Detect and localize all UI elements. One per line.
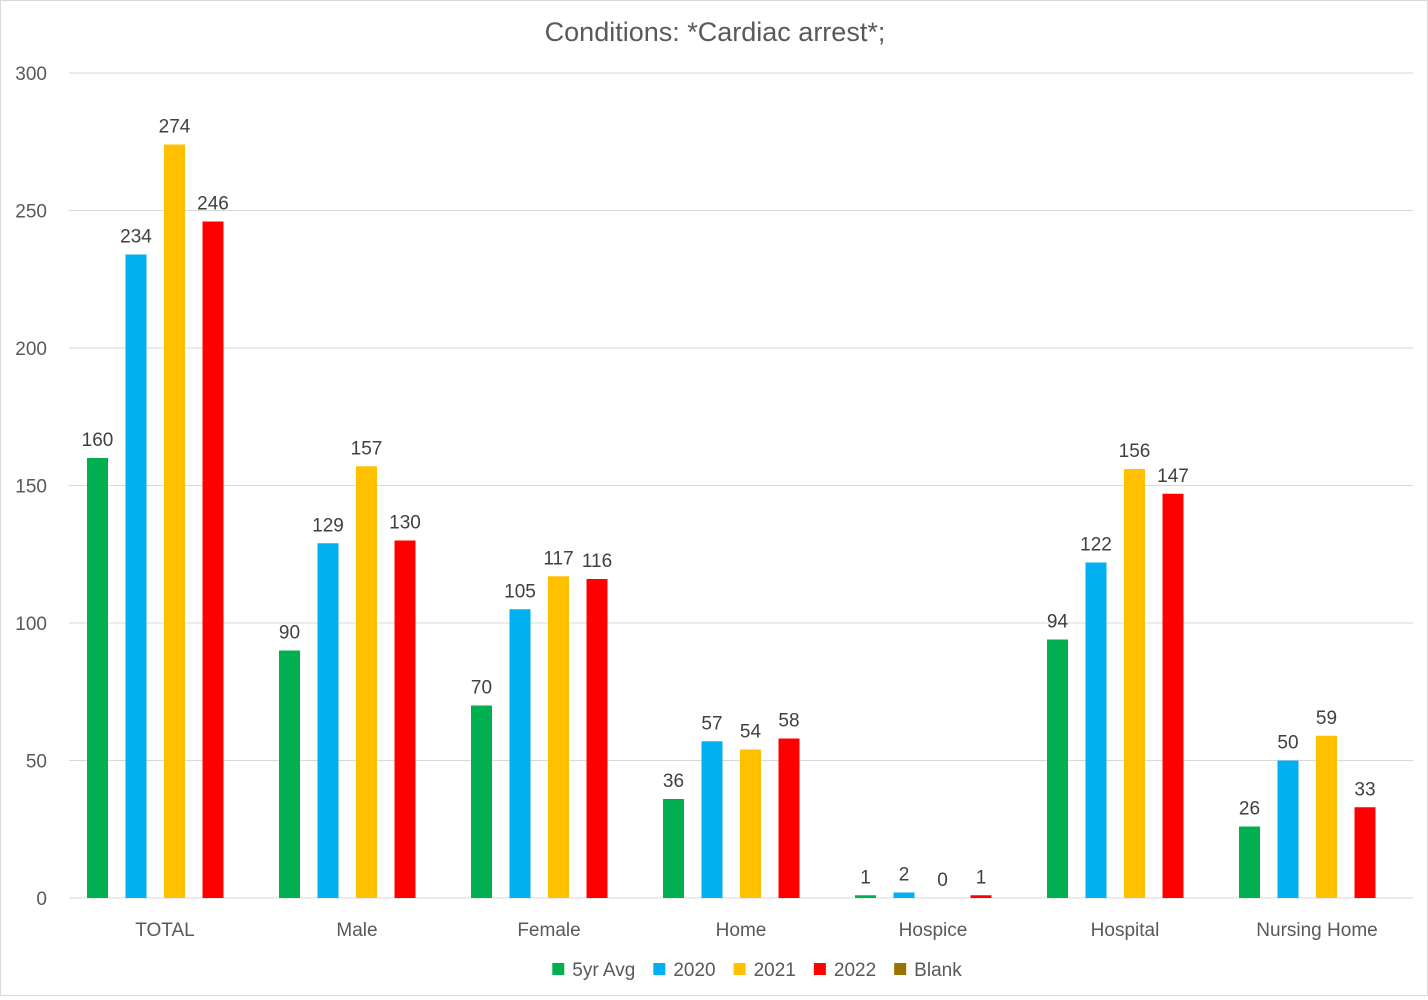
data-label-nursing-home-2021: 59 [1316,708,1337,729]
data-label-hospital-5yr-avg: 94 [1047,612,1069,633]
y-tick-label-100: 100 [15,614,47,635]
y-tick-label-150: 150 [15,477,47,498]
bar-total-5yr-avg [87,458,108,898]
data-label-nursing-home-5yr-avg: 26 [1239,799,1260,820]
category-label-male: Male [336,920,377,941]
data-label-home-2021: 54 [740,722,762,743]
data-label-hospice-2021: 0 [937,870,948,891]
bar-female-5yr-avg [471,705,492,898]
legend-swatch-2022 [813,963,826,975]
data-label-nursing-home-2020: 50 [1277,733,1298,754]
data-label-total-2021: 274 [159,117,191,138]
data-label-male-5yr-avg: 90 [279,623,300,644]
bar-hospital-5yr-avg [1047,639,1068,898]
data-label-total-2022: 246 [197,194,229,215]
category-label-home: Home [716,920,767,941]
bar-home-5yr-avg [663,799,684,898]
data-label-hospital-2021: 156 [1119,441,1151,462]
bar-female-2020 [509,609,531,898]
data-label-female-2020: 105 [504,581,536,602]
data-label-hospital-2022: 147 [1157,466,1189,487]
data-label-hospice-2022: 1 [976,867,987,888]
bar-male-2020 [317,543,339,898]
category-label-hospice: Hospice [899,920,968,941]
bar-total-2020 [125,254,147,898]
bar-total-2021 [164,144,185,898]
y-tick-label-200: 200 [15,339,47,360]
data-label-total-5yr-avg: 160 [82,430,114,451]
bar-hospital-2020 [1085,562,1107,898]
data-label-female-5yr-avg: 70 [471,678,492,699]
chart-title: Conditions: *Cardiac arrest*; [545,17,886,47]
bar-nursing-home-2020 [1277,760,1299,898]
bar-nursing-home-5yr-avg [1239,826,1260,898]
data-label-home-2020: 57 [701,713,722,734]
legend-swatch-2021 [733,963,746,975]
bar-female-2022 [586,579,608,898]
data-labels: 160 234 274 246 90 129 157 130 70 105 117 116 36 57 54… [82,117,1376,892]
category-label-total: TOTAL [135,920,194,941]
bar-hospice-5yr-avg [855,895,876,898]
data-label-male-2021: 157 [351,438,383,459]
data-label-total-2020: 234 [120,227,152,248]
bar-hospice-2020 [893,892,915,898]
data-label-home-5yr-avg: 36 [663,771,684,792]
y-axis-ticks: 0 50 100 150 200 250 300 [15,64,47,910]
data-label-female-2021: 117 [543,548,573,569]
bar-home-2020 [701,741,723,898]
data-label-hospital-2020: 122 [1080,535,1112,556]
bar-total-2022 [202,221,224,898]
data-label-female-2022: 116 [582,551,612,572]
y-tick-label-300: 300 [15,64,47,85]
bar-hospital-2021 [1124,469,1145,898]
legend-swatch-2020 [653,963,666,975]
category-label-female: Female [517,920,580,941]
bar-home-2021 [740,749,761,898]
legend: 5yr Avg 2020 2021 2022 Blank [552,960,962,981]
bar-female-2021 [548,576,569,898]
legend-label-blank: Blank [914,960,962,981]
legend-label-5yr-avg: 5yr Avg [572,960,635,981]
y-tick-label-50: 50 [26,752,47,773]
legend-swatch-blank [894,963,907,975]
bar-nursing-home-2022 [1354,807,1376,898]
bar-hospice-2022 [970,895,992,898]
legend-label-2022: 2022 [834,960,876,981]
y-tick-label-250: 250 [15,202,47,223]
bar-male-2022 [394,540,416,898]
data-label-nursing-home-2022: 33 [1354,779,1375,800]
bars [87,144,1376,898]
category-label-hospital: Hospital [1091,920,1160,941]
data-label-hospice-5yr-avg: 1 [860,867,871,888]
data-label-hospice-2020: 2 [899,865,910,886]
data-label-male-2022: 130 [389,513,421,534]
legend-label-2021: 2021 [754,960,796,981]
x-axis-categories: TOTAL Male Female Home Hospice Hospital Nursin… [135,920,1377,941]
bar-male-5yr-avg [279,650,300,898]
category-label-nursing-home: Nursing Home [1256,920,1377,941]
y-tick-label-0: 0 [36,889,47,910]
bar-nursing-home-2021 [1316,735,1337,898]
data-label-home-2022: 58 [778,711,799,732]
data-label-male-2020: 129 [312,515,344,536]
bar-male-2021 [356,466,377,898]
legend-swatch-5yr-avg [552,963,565,975]
bar-hospital-2022 [1162,493,1184,898]
bar-home-2022 [778,738,800,898]
legend-label-2020: 2020 [673,960,715,981]
